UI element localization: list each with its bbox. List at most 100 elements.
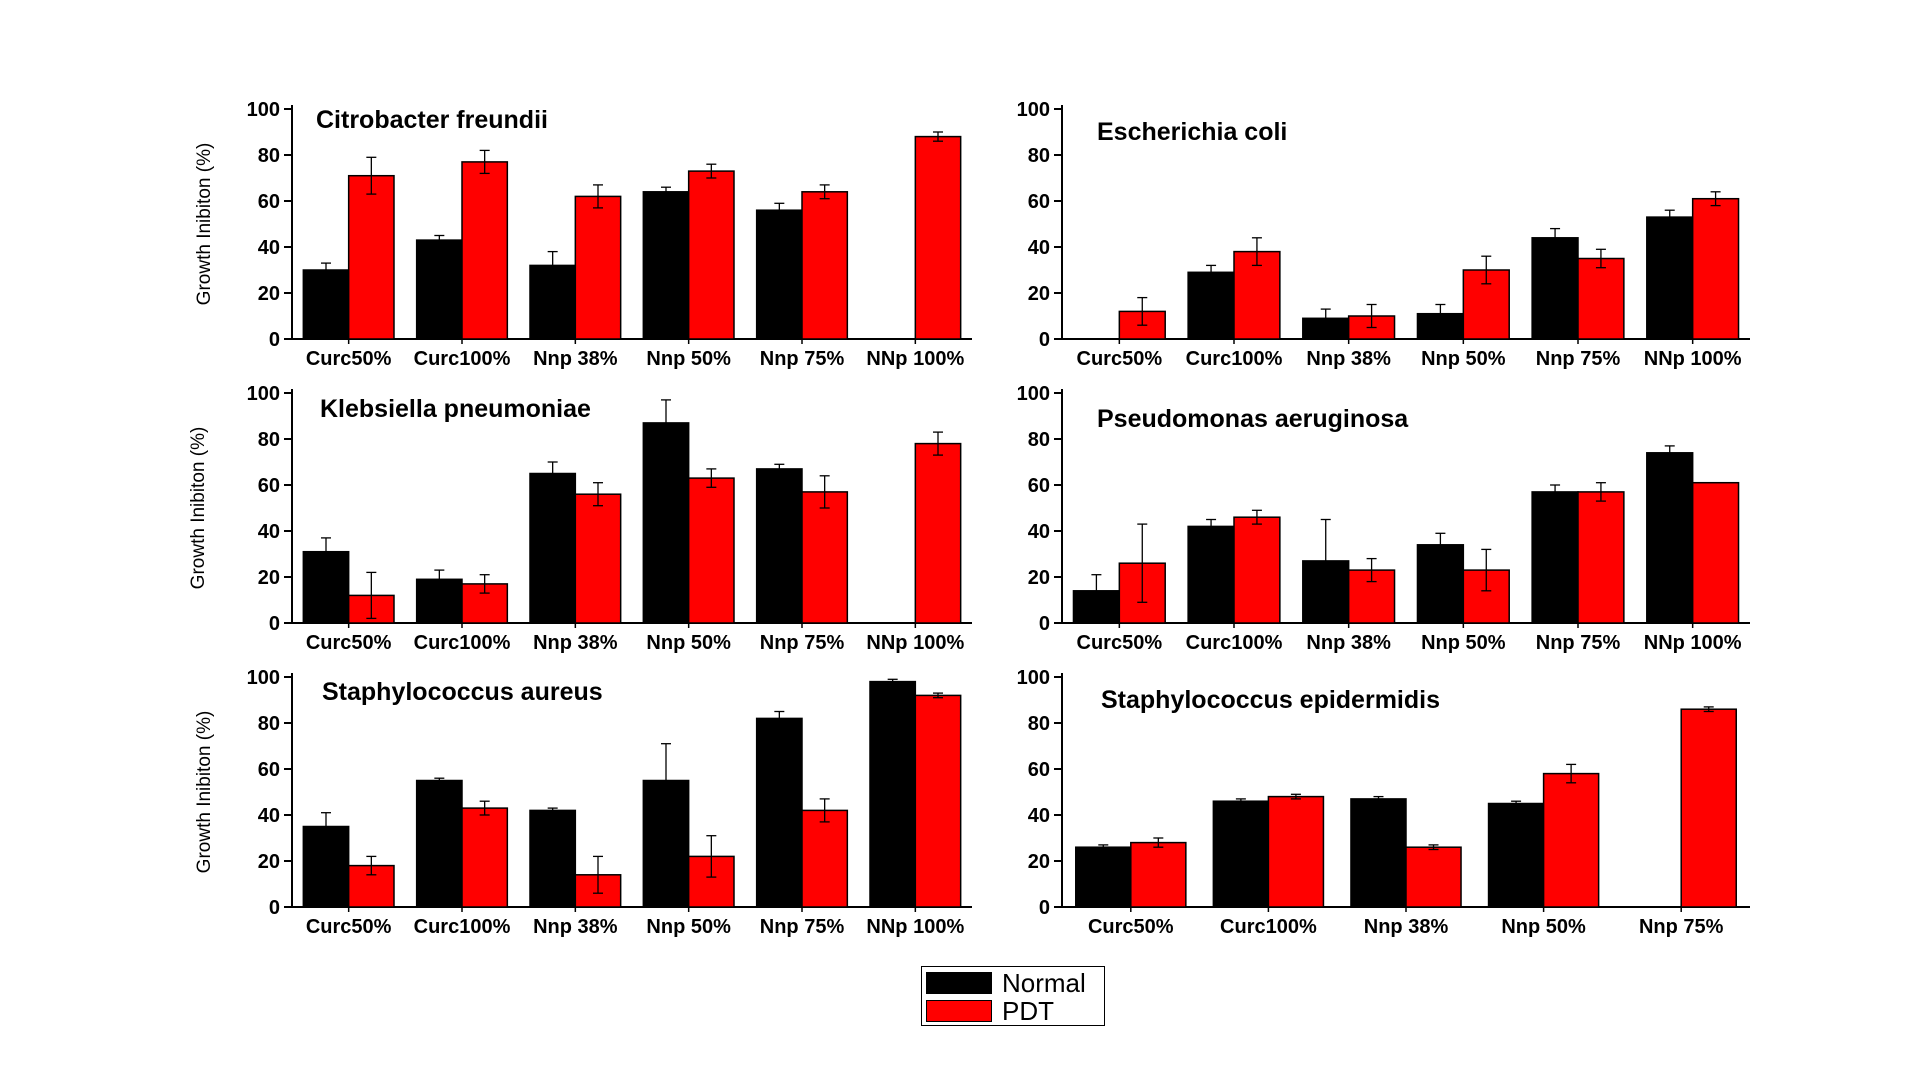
y-tick-label: 40: [1028, 237, 1050, 259]
legend-item-normal: Normal: [926, 970, 1086, 996]
bar-pdt: [1233, 516, 1281, 624]
bar-normal: [642, 191, 690, 340]
x-tick-label: Nnp 75%: [1639, 916, 1724, 938]
bar-pdt: [461, 807, 509, 908]
bar-pdt: [801, 491, 849, 624]
x-tick-label: Curc100%: [1186, 632, 1283, 654]
bar-pdt: [1577, 491, 1625, 624]
bar-pdt: [347, 174, 395, 340]
x-tick-label: Curc50%: [306, 916, 392, 938]
bar-normal: [1531, 237, 1579, 340]
y-tick-label: 20: [1028, 567, 1050, 589]
y-tick-label: 80: [258, 713, 280, 735]
x-tick-label: Nnp 38%: [1306, 348, 1391, 370]
y-tick-label: 80: [258, 429, 280, 451]
x-tick-label: Curc100%: [414, 632, 511, 654]
bar-pdt: [461, 161, 509, 340]
x-tick-label: Nnp 75%: [760, 348, 845, 370]
y-tick-label: 60: [1028, 759, 1050, 781]
bar-pdt: [914, 135, 962, 340]
panel-title: Staphylococcus epidermidis: [1101, 686, 1440, 714]
chart-panel-3: 0 20 40 60 80 100 Growth Inibiton (%) Klebsiell…: [188, 383, 972, 654]
bar-normal: [1646, 216, 1694, 340]
chart-panel-1: 0 20 40 60 80 100 Growth Inibiton (%) Citrobact…: [194, 99, 972, 370]
bar-normal: [642, 422, 690, 624]
y-tick-label: 100: [1017, 667, 1050, 689]
bar-pdt: [914, 442, 962, 624]
panel-title: Escherichia coli: [1097, 118, 1287, 146]
x-tick-label: Nnp 38%: [1306, 632, 1391, 654]
bar-normal: [1187, 525, 1235, 624]
bar-pdt: [801, 809, 849, 908]
x-tick-label: Curc50%: [1077, 348, 1163, 370]
bar-normal: [302, 269, 350, 340]
y-tick-label: 100: [247, 99, 280, 121]
x-tick-label: Curc50%: [306, 348, 392, 370]
bar-pdt: [687, 170, 735, 340]
legend-label-pdt: PDT: [1002, 996, 1054, 1026]
legend-label-normal: Normal: [1002, 968, 1086, 998]
bar-pdt: [1130, 841, 1187, 908]
y-tick-label: 60: [258, 191, 280, 213]
y-tick-label: 60: [258, 759, 280, 781]
y-tick-label: 80: [258, 145, 280, 167]
x-tick-label: Curc100%: [414, 916, 511, 938]
bar-pdt: [1542, 772, 1600, 908]
y-tick-label: 80: [1028, 145, 1050, 167]
x-tick-label: Curc100%: [1186, 348, 1283, 370]
bar-normal: [415, 779, 463, 908]
legend: Normal PDT: [921, 966, 1105, 1026]
y-axis-label: Growth Inibiton (%): [194, 143, 215, 306]
x-tick-label: Nnp 75%: [1536, 348, 1621, 370]
legend-swatch-pdt: [926, 1000, 992, 1022]
y-tick-label: 100: [1017, 383, 1050, 405]
bar-normal: [1212, 800, 1270, 908]
x-tick-label: Nnp 50%: [646, 632, 731, 654]
x-tick-label: Nnp 38%: [1364, 916, 1449, 938]
y-tick-label: 80: [1028, 713, 1050, 735]
bar-normal: [1350, 798, 1407, 908]
y-tick-label: 20: [258, 567, 280, 589]
bar-normal: [1075, 846, 1132, 908]
y-tick-label: 0: [1039, 613, 1050, 635]
bar-normal: [1487, 802, 1545, 908]
bar-normal: [755, 468, 803, 624]
bar-pdt: [1405, 846, 1462, 908]
bar-pdt: [801, 191, 849, 340]
y-tick-label: 0: [269, 897, 280, 919]
y-tick-label: 40: [258, 237, 280, 259]
x-tick-label: Nnp 38%: [533, 632, 618, 654]
bar-pdt: [914, 694, 962, 908]
x-tick-label: Nnp 75%: [1536, 632, 1621, 654]
bar-normal: [529, 472, 577, 624]
panel-title: Klebsiella pneumoniae: [320, 395, 591, 423]
panel-title: Staphylococcus aureus: [322, 678, 603, 706]
y-tick-label: 20: [1028, 283, 1050, 305]
bar-normal: [1531, 491, 1579, 624]
bar-normal: [1187, 271, 1235, 340]
x-tick-label: NNp 100%: [1644, 632, 1742, 654]
x-tick-label: NNp 100%: [866, 348, 964, 370]
y-tick-label: 0: [1039, 329, 1050, 351]
bar-pdt: [687, 477, 735, 624]
x-tick-label: Nnp 38%: [533, 916, 618, 938]
x-tick-label: Nnp 75%: [760, 916, 845, 938]
y-tick-label: 60: [258, 475, 280, 497]
y-tick-label: 60: [1028, 475, 1050, 497]
x-tick-label: Nnp 38%: [533, 348, 618, 370]
y-tick-label: 40: [1028, 805, 1050, 827]
x-tick-label: Nnp 75%: [760, 632, 845, 654]
x-tick-label: Nnp 50%: [1421, 632, 1506, 654]
bar-pdt: [574, 195, 622, 340]
y-tick-label: 20: [258, 283, 280, 305]
x-tick-label: Curc50%: [1077, 632, 1163, 654]
bar-normal: [755, 717, 803, 908]
x-tick-label: NNp 100%: [866, 916, 964, 938]
y-axis-label: Growth Inibiton (%): [194, 711, 215, 874]
chart-panel-2: 0 20 40 60 80 100 Escherichia coli Curc50% Curc1…: [1017, 99, 1750, 370]
chart-panel-4: 0 20 40 60 80 100 Pseudomonas aeruginosa Curc50…: [1017, 383, 1750, 654]
x-tick-label: Curc50%: [1088, 916, 1174, 938]
y-axis-label: Growth Inibiton (%): [188, 427, 209, 590]
chart-panel-5: 0 20 40 60 80 100 Growth Inibiton (%) Staphyloc…: [194, 667, 972, 938]
